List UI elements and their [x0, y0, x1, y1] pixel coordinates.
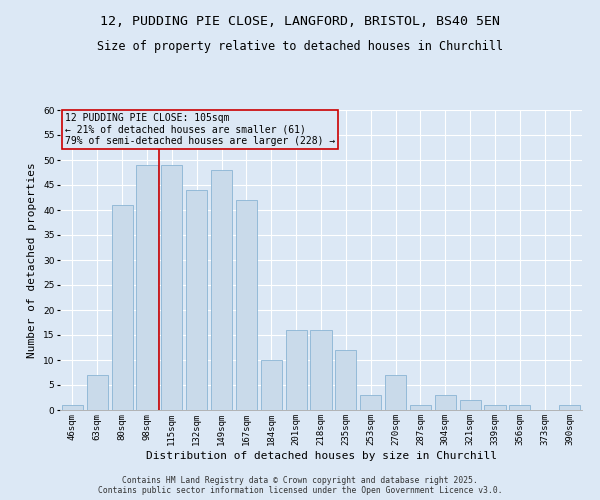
Bar — [112, 205, 133, 410]
Bar — [460, 400, 481, 410]
Bar — [509, 405, 530, 410]
Bar — [236, 200, 257, 410]
Bar — [136, 165, 158, 410]
Bar — [62, 405, 83, 410]
Bar — [261, 360, 282, 410]
Bar — [286, 330, 307, 410]
Bar — [211, 170, 232, 410]
Bar — [335, 350, 356, 410]
Bar — [161, 165, 182, 410]
Bar — [435, 395, 456, 410]
Bar — [186, 190, 207, 410]
Bar — [310, 330, 332, 410]
Text: Contains HM Land Registry data © Crown copyright and database right 2025.
Contai: Contains HM Land Registry data © Crown c… — [98, 476, 502, 495]
Bar — [360, 395, 381, 410]
Bar — [559, 405, 580, 410]
Text: Size of property relative to detached houses in Churchill: Size of property relative to detached ho… — [97, 40, 503, 53]
Text: 12 PUDDING PIE CLOSE: 105sqm
← 21% of detached houses are smaller (61)
79% of se: 12 PUDDING PIE CLOSE: 105sqm ← 21% of de… — [65, 113, 335, 146]
Bar — [385, 375, 406, 410]
Bar — [410, 405, 431, 410]
Bar — [484, 405, 506, 410]
Bar — [87, 375, 108, 410]
Y-axis label: Number of detached properties: Number of detached properties — [28, 162, 37, 358]
X-axis label: Distribution of detached houses by size in Churchill: Distribution of detached houses by size … — [146, 450, 497, 460]
Text: 12, PUDDING PIE CLOSE, LANGFORD, BRISTOL, BS40 5EN: 12, PUDDING PIE CLOSE, LANGFORD, BRISTOL… — [100, 15, 500, 28]
